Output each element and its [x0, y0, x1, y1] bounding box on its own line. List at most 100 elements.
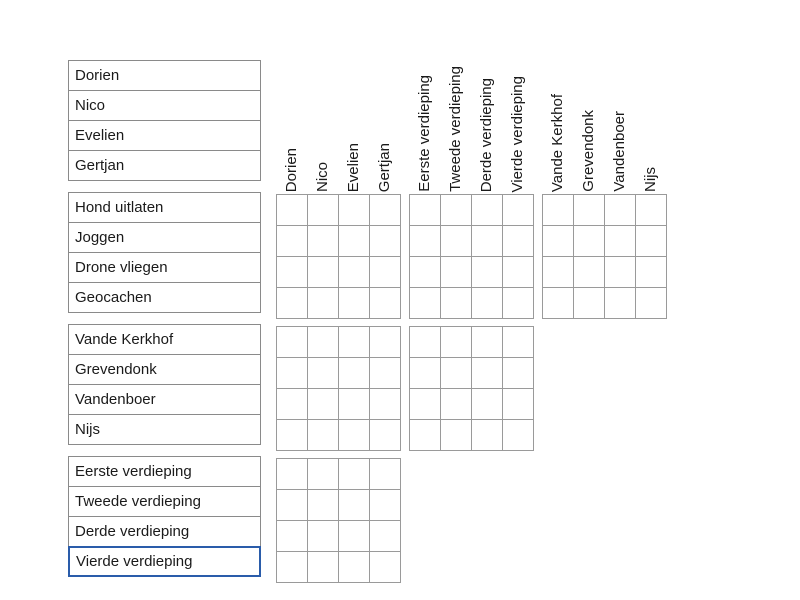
grid-cell[interactable] — [277, 389, 308, 420]
grid-cell[interactable] — [277, 459, 308, 490]
grid-cell[interactable] — [441, 327, 472, 358]
grid-cell[interactable] — [636, 257, 667, 288]
grid-cell[interactable] — [472, 288, 503, 319]
column-header-achternamen-3[interactable]: Nijs — [635, 8, 666, 192]
row-label-verdiepingen-1[interactable]: Tweede verdieping — [68, 486, 261, 517]
grid-cell[interactable] — [605, 288, 636, 319]
grid-cell[interactable] — [339, 358, 370, 389]
grid-cell[interactable] — [543, 288, 574, 319]
grid-cell[interactable] — [277, 490, 308, 521]
grid-cell[interactable] — [339, 288, 370, 319]
grid-cell[interactable] — [370, 226, 401, 257]
column-header-verdiepingen-3[interactable]: Vierde verdieping — [502, 8, 533, 192]
grid-cell[interactable] — [370, 257, 401, 288]
grid-cell[interactable] — [410, 389, 441, 420]
grid-cell[interactable] — [503, 358, 534, 389]
grid-cell[interactable] — [370, 490, 401, 521]
row-label-personen-3[interactable]: Gertjan — [68, 150, 261, 181]
grid-cell[interactable] — [308, 459, 339, 490]
grid-cell[interactable] — [339, 257, 370, 288]
grid-cell[interactable] — [543, 195, 574, 226]
row-label-personen-2[interactable]: Evelien — [68, 120, 261, 151]
grid-cell[interactable] — [503, 226, 534, 257]
grid-cell[interactable] — [339, 226, 370, 257]
row-label-achternamen-1[interactable]: Grevendonk — [68, 354, 261, 385]
grid-cell[interactable] — [574, 288, 605, 319]
grid-cell[interactable] — [441, 257, 472, 288]
grid-cell[interactable] — [277, 521, 308, 552]
grid-cell[interactable] — [410, 288, 441, 319]
grid-cell[interactable] — [472, 226, 503, 257]
grid-cell[interactable] — [277, 420, 308, 451]
grid-cell[interactable] — [574, 226, 605, 257]
grid-cell[interactable] — [370, 327, 401, 358]
column-header-achternamen-0[interactable]: Vande Kerkhof — [542, 8, 573, 192]
grid-cell[interactable] — [339, 552, 370, 583]
grid-cell[interactable] — [277, 257, 308, 288]
row-label-verdiepingen-3[interactable]: Vierde verdieping — [68, 546, 261, 577]
grid-cell[interactable] — [472, 327, 503, 358]
grid-cell[interactable] — [308, 389, 339, 420]
grid-cell[interactable] — [277, 288, 308, 319]
grid-cell[interactable] — [441, 358, 472, 389]
grid-cell[interactable] — [472, 195, 503, 226]
row-label-achternamen-3[interactable]: Nijs — [68, 414, 261, 445]
grid-cell[interactable] — [636, 226, 667, 257]
row-label-achternamen-0[interactable]: Vande Kerkhof — [68, 324, 261, 355]
column-header-verdiepingen-2[interactable]: Derde verdieping — [471, 8, 502, 192]
grid-cell[interactable] — [543, 257, 574, 288]
grid-cell[interactable] — [605, 257, 636, 288]
grid-cell[interactable] — [339, 389, 370, 420]
column-header-personen-2[interactable]: Evelien — [338, 8, 369, 192]
grid-cell[interactable] — [308, 358, 339, 389]
grid-cell[interactable] — [277, 358, 308, 389]
grid-cell[interactable] — [339, 490, 370, 521]
column-header-verdiepingen-0[interactable]: Eerste verdieping — [409, 8, 440, 192]
grid-cell[interactable] — [370, 521, 401, 552]
column-header-personen-3[interactable]: Gertjan — [369, 8, 400, 192]
grid-cell[interactable] — [308, 257, 339, 288]
grid-cell[interactable] — [574, 195, 605, 226]
grid-cell[interactable] — [441, 195, 472, 226]
grid-cell[interactable] — [503, 195, 534, 226]
row-label-personen-0[interactable]: Dorien — [68, 60, 261, 91]
grid-cell[interactable] — [410, 226, 441, 257]
grid-cell[interactable] — [503, 389, 534, 420]
grid-cell[interactable] — [410, 257, 441, 288]
grid-cell[interactable] — [472, 420, 503, 451]
row-label-activiteiten-1[interactable]: Joggen — [68, 222, 261, 253]
grid-cell[interactable] — [543, 226, 574, 257]
grid-cell[interactable] — [277, 552, 308, 583]
grid-cell[interactable] — [410, 327, 441, 358]
grid-cell[interactable] — [370, 389, 401, 420]
grid-cell[interactable] — [441, 420, 472, 451]
grid-cell[interactable] — [636, 195, 667, 226]
grid-cell[interactable] — [308, 420, 339, 451]
grid-cell[interactable] — [277, 195, 308, 226]
grid-cell[interactable] — [277, 327, 308, 358]
grid-cell[interactable] — [339, 521, 370, 552]
grid-cell[interactable] — [605, 226, 636, 257]
grid-cell[interactable] — [277, 226, 308, 257]
grid-cell[interactable] — [308, 288, 339, 319]
grid-cell[interactable] — [605, 195, 636, 226]
grid-cell[interactable] — [370, 358, 401, 389]
column-header-personen-0[interactable]: Dorien — [276, 8, 307, 192]
grid-cell[interactable] — [308, 490, 339, 521]
grid-cell[interactable] — [308, 195, 339, 226]
grid-cell[interactable] — [441, 389, 472, 420]
grid-cell[interactable] — [472, 257, 503, 288]
column-header-achternamen-2[interactable]: Vandenboer — [604, 8, 635, 192]
row-label-activiteiten-2[interactable]: Drone vliegen — [68, 252, 261, 283]
grid-cell[interactable] — [503, 257, 534, 288]
grid-cell[interactable] — [410, 420, 441, 451]
grid-cell[interactable] — [472, 389, 503, 420]
column-header-verdiepingen-1[interactable]: Tweede verdieping — [440, 8, 471, 192]
grid-cell[interactable] — [308, 521, 339, 552]
grid-cell[interactable] — [503, 420, 534, 451]
grid-cell[interactable] — [370, 552, 401, 583]
grid-cell[interactable] — [441, 288, 472, 319]
column-header-achternamen-1[interactable]: Grevendonk — [573, 8, 604, 192]
grid-cell[interactable] — [370, 420, 401, 451]
grid-cell[interactable] — [339, 327, 370, 358]
